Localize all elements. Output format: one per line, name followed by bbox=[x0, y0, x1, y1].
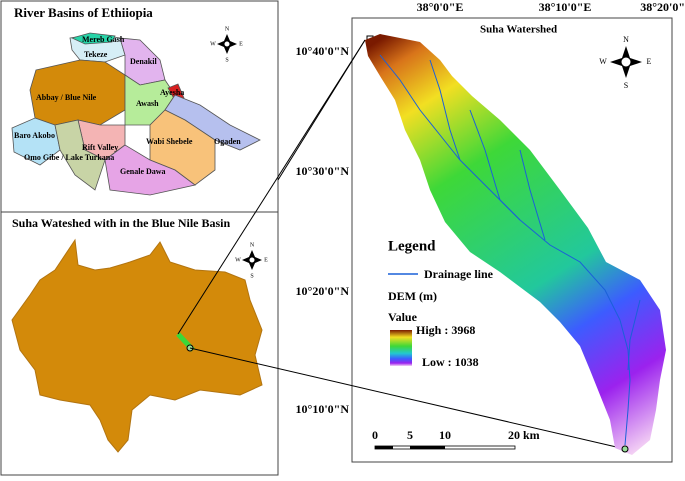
basin-label: Ayesha bbox=[160, 88, 184, 97]
basin-labels: Mereb Gash Tekeze Denakil Abbay / Blue N… bbox=[14, 35, 241, 176]
drainage-line bbox=[627, 299, 641, 371]
north-arrow: N S E W bbox=[210, 26, 243, 63]
legend-label: DEM (m) bbox=[388, 289, 437, 303]
basin-label: Rift Valley bbox=[82, 143, 118, 152]
basin-label: Omo Gibe / Lake Turkana bbox=[24, 153, 114, 162]
watershed-frame bbox=[351, 17, 673, 463]
drainage-line bbox=[429, 59, 461, 161]
legend-title: Legend bbox=[388, 238, 436, 254]
legend-colorbar bbox=[390, 330, 412, 366]
compass-letter: S bbox=[225, 57, 228, 63]
basins-map bbox=[11, 32, 261, 196]
compass-letter: S bbox=[624, 81, 628, 90]
compass-letter: W bbox=[210, 41, 216, 47]
latitude-label: 10°10'0"N bbox=[296, 402, 350, 416]
coordinate-labels: 38°0'0"E 38°10'0"E 38°20'0" 10°40'0"N 10… bbox=[296, 0, 685, 416]
compass-letter: W bbox=[599, 57, 607, 66]
scale-label: 0 bbox=[372, 428, 378, 442]
longitude-label: 38°20'0" bbox=[640, 0, 685, 14]
blue-nile-basin bbox=[11, 238, 263, 453]
panel-title: Suha Wateshed with in the Blue Nile Basi… bbox=[12, 216, 230, 230]
panel-title: Suha Watershed bbox=[480, 24, 557, 36]
drainage-line bbox=[519, 149, 546, 241]
compass-letter: S bbox=[250, 273, 253, 279]
basin-label: Tekeze bbox=[84, 50, 108, 59]
latitude-label: 10°30'0"N bbox=[296, 164, 350, 178]
basin bbox=[54, 119, 106, 191]
basin bbox=[70, 32, 116, 45]
north-arrow: N S E W bbox=[235, 242, 268, 279]
scale-label: 10 bbox=[439, 428, 451, 442]
compass-letter: E bbox=[239, 41, 243, 47]
scale-bar: 0 5 10 20 km bbox=[372, 428, 540, 450]
drainage-line bbox=[379, 54, 631, 446]
connector bbox=[177, 39, 366, 335]
compass-letter: W bbox=[235, 257, 241, 263]
basin-label: Mereb Gash bbox=[82, 35, 125, 44]
compass-letter: N bbox=[623, 35, 629, 44]
watershed-dem bbox=[365, 34, 666, 455]
legend-label: Value bbox=[388, 310, 418, 324]
scale-label: 5 bbox=[407, 428, 413, 442]
compass-letter: E bbox=[264, 257, 268, 263]
blue-nile-frame bbox=[0, 211, 279, 476]
latitude-label: 10°40'0"N bbox=[296, 44, 350, 58]
legend-label: Low : 1038 bbox=[422, 355, 479, 369]
longitude-label: 38°10'0"E bbox=[539, 0, 592, 14]
drainage-line bbox=[469, 109, 521, 221]
basin-label: Awash bbox=[136, 99, 159, 108]
connector bbox=[189, 347, 626, 450]
outlet bbox=[621, 445, 629, 453]
north-arrow: N S E W bbox=[599, 35, 651, 90]
basin-label: Genale Dawa bbox=[120, 167, 166, 176]
basin-label: Denakil bbox=[130, 57, 157, 66]
legend-label: High : 3968 bbox=[416, 323, 475, 337]
basin-label: Baro Akobo bbox=[14, 131, 55, 140]
legend-label: Drainage line bbox=[424, 267, 494, 281]
panel-title: River Basins of Ethiiopia bbox=[14, 5, 153, 20]
basin-label: Abbay / Blue Nile bbox=[36, 93, 97, 102]
basin bbox=[104, 144, 196, 196]
latitude-label: 10°20'0"N bbox=[296, 284, 350, 298]
compass-letter: E bbox=[647, 57, 652, 66]
legend: Legend Drainage line DEM (m) Value High … bbox=[388, 238, 494, 369]
basin-label: Ogaden bbox=[214, 137, 241, 146]
compass-letter: N bbox=[225, 26, 230, 32]
drainage bbox=[379, 54, 641, 446]
basin-label: Wabi Shebele bbox=[146, 137, 193, 146]
scale-label: 20 km bbox=[508, 428, 540, 442]
longitude-label: 38°0'0"E bbox=[417, 0, 464, 14]
compass-letter: N bbox=[250, 242, 255, 248]
